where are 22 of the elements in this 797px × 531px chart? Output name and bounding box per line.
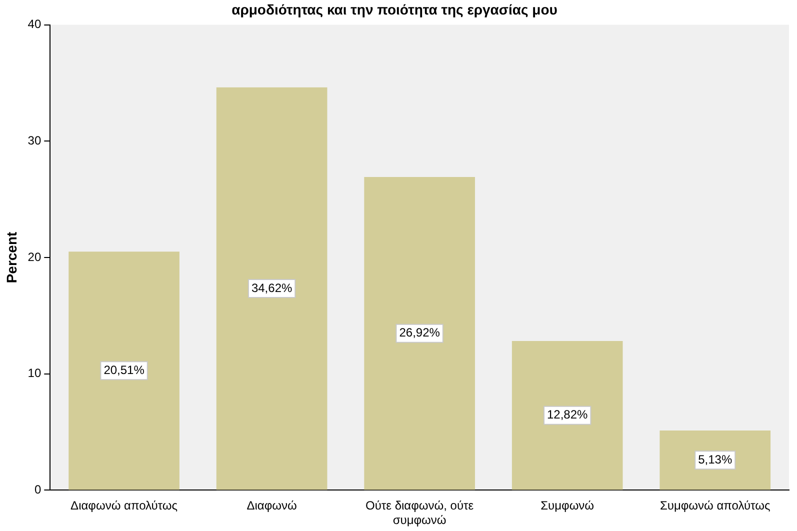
y-tick-label: 10 — [28, 366, 42, 380]
bar — [660, 430, 771, 490]
chart-title: αρμοδιότητας και την ποιότητα της εργασίας μου — [232, 1, 558, 18]
data-label: 26,92% — [399, 326, 440, 340]
bar — [68, 252, 180, 490]
x-tick-label: Ούτε διαφωνώ, ούτε συμφωνώ — [366, 498, 474, 528]
y-tick-label: 40 — [28, 17, 42, 32]
bar — [512, 341, 623, 490]
bar — [364, 176, 475, 490]
x-tick-label: Διαφωνώ — [246, 498, 297, 513]
y-tick-label: 0 — [34, 482, 42, 497]
x-tick-label: Συμφωνώ — [540, 498, 594, 513]
data-label: 34,62% — [251, 280, 292, 295]
data-label: 5,13% — [698, 452, 732, 466]
y-tick-label: 30 — [28, 133, 42, 148]
data-label: 20,51% — [104, 362, 145, 377]
x-tick-label: Συμφωνώ απολύτως — [660, 498, 770, 513]
y-axis-title: Percent — [3, 231, 20, 284]
y-tick-label: 20 — [28, 250, 42, 264]
x-tick-label: Διαφωνώ απολύτως — [70, 498, 178, 513]
bar — [216, 87, 328, 490]
data-label: 12,82% — [546, 408, 588, 422]
